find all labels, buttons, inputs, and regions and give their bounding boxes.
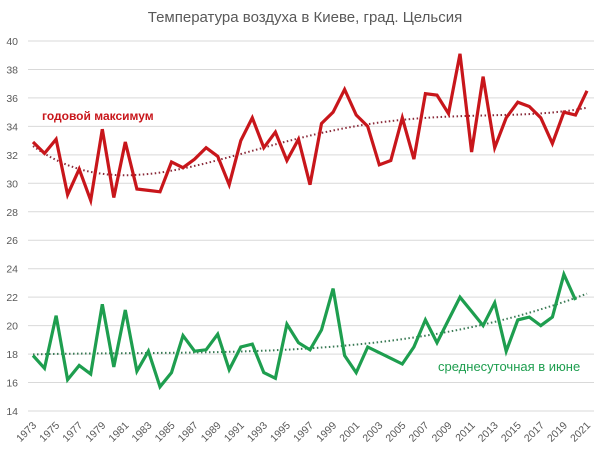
y-tick-label: 30	[6, 178, 18, 190]
gridlines	[28, 40, 594, 412]
y-tick-label: 26	[6, 235, 18, 247]
y-tick-label: 36	[6, 93, 18, 105]
x-tick-label: 1993	[245, 420, 270, 445]
series-label-june-mean: среднесуточная в июне	[438, 359, 580, 374]
y-tick-label: 16	[6, 378, 18, 390]
x-tick-label: 1983	[130, 420, 155, 445]
x-tick-label: 1981	[106, 420, 131, 445]
x-tick-label: 1989	[199, 420, 224, 445]
x-tick-label: 2017	[522, 420, 547, 445]
x-tick-label: 2013	[476, 420, 501, 445]
x-tick-label: 2007	[407, 420, 432, 445]
chart-title: Температура воздуха в Киеве, град. Цельс…	[148, 9, 462, 26]
x-tick-label: 2011	[453, 420, 478, 445]
x-tick-label: 1973	[14, 420, 39, 445]
y-tick-label: 18	[6, 349, 18, 361]
x-tick-label: 1979	[83, 420, 108, 445]
y-tick-label: 40	[6, 36, 18, 48]
x-tick-label: 2009	[430, 420, 455, 445]
x-tick-label: 2001	[337, 420, 362, 445]
x-tick-label: 2019	[545, 420, 570, 445]
y-tick-label: 38	[6, 64, 18, 76]
series-line-1	[31, 269, 577, 391]
y-tick-label: 24	[6, 264, 18, 276]
x-tick-label: 1977	[60, 420, 85, 445]
series-line-0	[31, 53, 589, 207]
plot-area	[31, 53, 589, 391]
y-tick-label: 34	[6, 121, 18, 133]
y-tick-label: 28	[6, 207, 18, 219]
y-tick-label: 22	[6, 292, 18, 304]
x-tick-label: 1991	[222, 420, 247, 445]
x-tick-label: 2015	[499, 420, 524, 445]
x-tick-label: 2021	[568, 420, 593, 445]
x-tick-label: 1975	[37, 420, 62, 445]
x-tick-label: 2005	[383, 420, 408, 445]
x-tick-label: 1997	[291, 420, 316, 445]
x-tick-label: 1985	[153, 420, 178, 445]
x-tick-label: 2003	[360, 420, 385, 445]
x-tick-label: 1995	[268, 420, 293, 445]
y-tick-label: 32	[6, 150, 18, 162]
y-tick-label: 20	[6, 321, 18, 333]
y-axis-ticks: 14 16 18 20 22 24 26 28 30 32 34 36 38 40	[6, 36, 18, 418]
series-label-annual-max: годовой максимум	[42, 109, 154, 123]
x-axis-ticks: 1973197519771979198119831985198719891991…	[14, 420, 593, 445]
y-tick-label: 14	[6, 406, 18, 418]
x-tick-label: 1999	[314, 420, 339, 445]
x-tick-label: 1987	[176, 420, 201, 445]
